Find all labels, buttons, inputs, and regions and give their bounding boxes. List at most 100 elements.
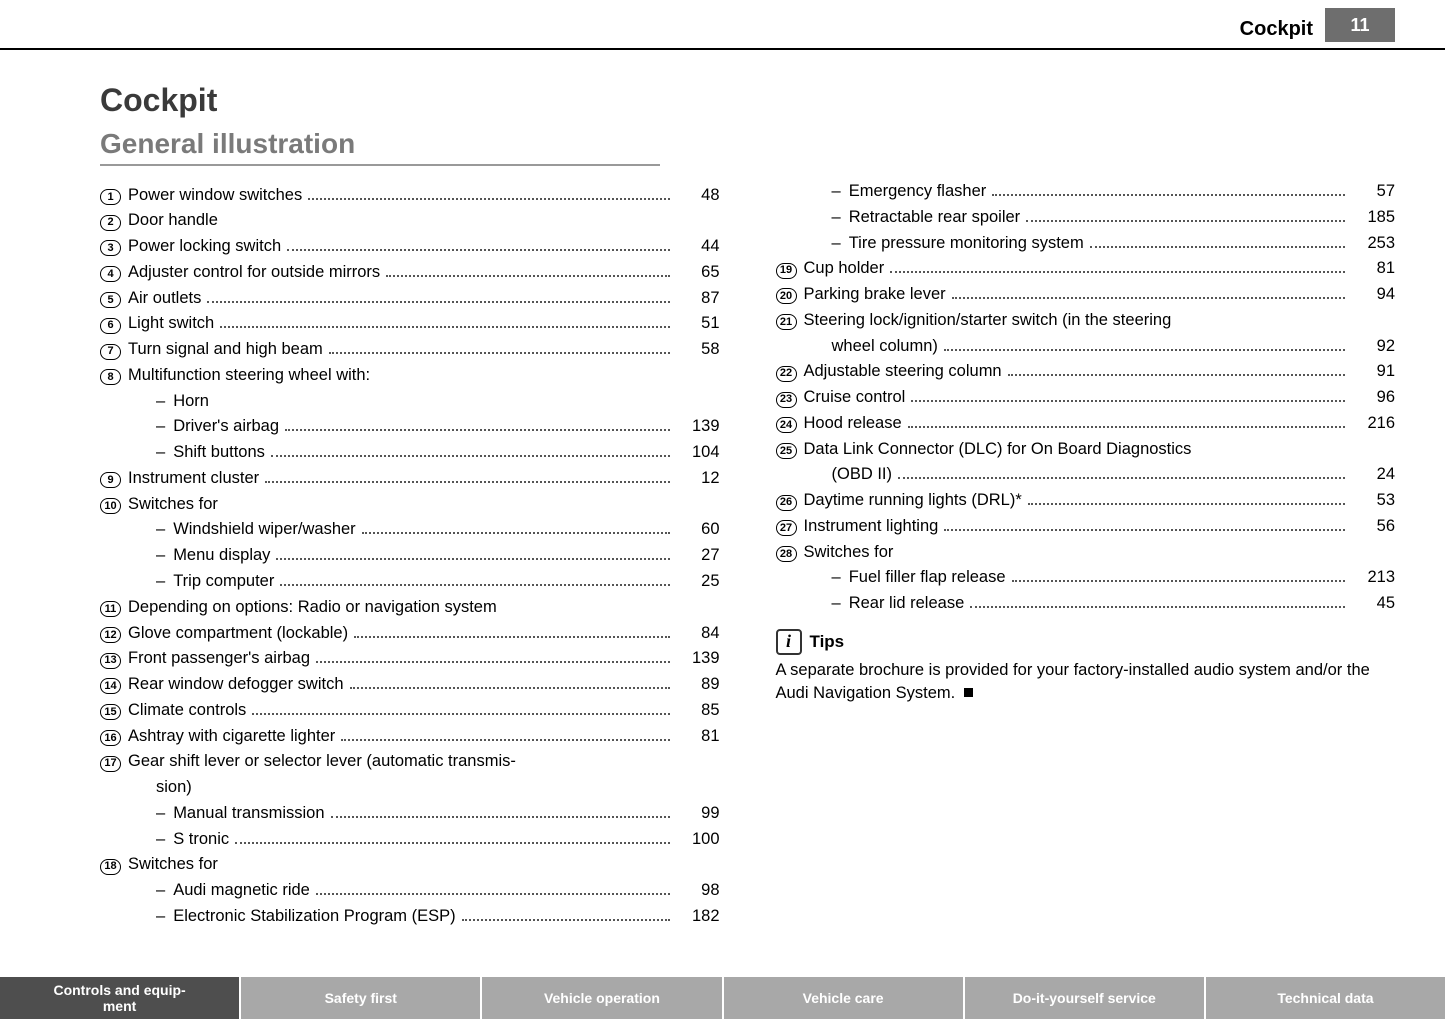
toc-text: Driver's airbag	[173, 415, 279, 437]
toc-label: –Fuel filler flap release	[804, 566, 1352, 588]
toc-number-circle: 25	[776, 443, 797, 459]
toc-text: Light switch	[128, 312, 214, 334]
toc-leader-dots	[329, 343, 670, 355]
toc-leader-dots	[341, 729, 669, 741]
toc-dash: –	[156, 544, 165, 566]
toc-leader-dots	[265, 471, 669, 483]
toc-page-number: 53	[1351, 489, 1395, 511]
toc-line: –S tronic100	[100, 828, 720, 850]
footer-tab[interactable]: Do-it-yourself service	[963, 977, 1204, 1019]
toc-leader-dots	[1028, 494, 1345, 506]
toc-line: 27Instrument lighting56	[776, 515, 1396, 537]
toc-line: 17Gear shift lever or selector lever (au…	[100, 750, 720, 772]
toc-label: Air outlets	[128, 287, 676, 309]
toc-page-number: 99	[676, 802, 720, 824]
toc-leader-dots	[944, 519, 1345, 531]
toc-leader-dots	[1012, 571, 1345, 583]
toc-text: Menu display	[173, 544, 270, 566]
toc-number-circle: 15	[100, 704, 121, 720]
toc-page-number: 81	[676, 725, 720, 747]
toc-text: Horn	[173, 390, 209, 412]
toc-leader-dots	[316, 884, 670, 896]
toc-content: 1Power window switches482Door handle3Pow…	[100, 180, 1395, 939]
toc-label: Door handle	[128, 209, 676, 231]
toc-number-circle: 11	[100, 601, 121, 617]
toc-number-cell: 9	[100, 467, 128, 489]
toc-label: Multifunction steering wheel with:	[128, 364, 676, 386]
toc-line: 22 Adjustable steering column 91	[776, 360, 1396, 382]
toc-label: –Electronic Stabilization Program (ESP)	[128, 905, 676, 927]
toc-number-circle: 5	[100, 292, 121, 308]
page-header: Cockpit 11	[0, 0, 1445, 50]
toc-number-circle: 24	[776, 417, 797, 433]
toc-label: –Rear lid release	[804, 592, 1352, 614]
toc-leader-dots	[898, 468, 1345, 480]
toc-dash: –	[156, 415, 165, 437]
footer-tab[interactable]: Vehicle operation	[480, 977, 721, 1019]
toc-label: Cruise control	[804, 386, 1352, 408]
toc-label: Hood release	[804, 412, 1352, 434]
toc-text: Hood release	[804, 412, 902, 434]
toc-leader-dots	[911, 391, 1345, 403]
toc-line: wheel column)92	[776, 335, 1396, 357]
toc-text: Daytime running lights (DRL)*	[804, 489, 1022, 511]
toc-page-number: 27	[676, 544, 720, 566]
toc-line: 4Adjuster control for outside mirrors65	[100, 261, 720, 283]
toc-dash: –	[156, 879, 165, 901]
toc-label: Switches for	[128, 853, 676, 875]
toc-number-circle: 14	[100, 678, 121, 694]
footer-tab[interactable]: Controls and equip- ment	[0, 977, 239, 1019]
toc-label: wheel column)	[804, 335, 1352, 357]
toc-number-circle: 27	[776, 520, 797, 536]
toc-number-circle: 22	[776, 366, 797, 382]
toc-text: Fuel filler flap release	[849, 566, 1006, 588]
toc-number-circle: 17	[100, 756, 121, 772]
toc-text: Turn signal and high beam	[128, 338, 323, 360]
toc-number-circle: 26	[776, 495, 797, 511]
toc-text: Depending on options: Radio or navigatio…	[128, 596, 497, 618]
footer-tab[interactable]: Vehicle care	[722, 977, 963, 1019]
toc-leader-dots	[235, 832, 669, 844]
toc-line: –Fuel filler flap release213	[776, 566, 1396, 588]
toc-page-number: 45	[1351, 592, 1395, 614]
toc-line: 21Steering lock/ignition/starter switch …	[776, 309, 1396, 331]
toc-label: –S tronic	[128, 828, 676, 850]
toc-line: 6Light switch51	[100, 312, 720, 334]
toc-text: Manual transmission	[173, 802, 324, 824]
toc-label: (OBD II)	[804, 463, 1352, 485]
toc-number-cell: 15	[100, 699, 128, 721]
toc-number-cell: 11	[100, 596, 128, 618]
toc-page-number: 182	[676, 905, 720, 927]
toc-text: Adjustable steering column	[804, 360, 1002, 382]
toc-dash: –	[156, 518, 165, 540]
toc-number-cell: 17	[100, 750, 128, 772]
toc-label: Switches for	[128, 493, 676, 515]
toc-page-number: 139	[676, 647, 720, 669]
toc-number-circle: 9	[100, 472, 121, 488]
toc-label: Switches for	[804, 541, 1352, 563]
toc-number-circle: 7	[100, 344, 121, 360]
toc-page-number: 213	[1351, 566, 1395, 588]
toc-line: 1Power window switches48	[100, 184, 720, 206]
toc-leader-dots	[1026, 210, 1345, 222]
footer-tabs: Controls and equip- mentSafety firstVehi…	[0, 977, 1445, 1019]
toc-leader-dots	[944, 339, 1345, 351]
tips-block: iTipsA separate brochure is provided for…	[776, 629, 1396, 705]
toc-line: sion)	[100, 776, 720, 798]
toc-label: Depending on options: Radio or navigatio…	[128, 596, 676, 618]
toc-dash: –	[832, 206, 841, 228]
toc-leader-dots	[276, 549, 669, 561]
toc-number-circle: 8	[100, 369, 121, 385]
toc-label: Power window switches	[128, 184, 676, 206]
toc-page-number: 25	[676, 570, 720, 592]
toc-page-number: 87	[676, 287, 720, 309]
toc-page-number: 44	[676, 235, 720, 257]
toc-text: Shift buttons	[173, 441, 265, 463]
toc-page-number: 91	[1351, 360, 1395, 382]
footer-tab[interactable]: Technical data	[1204, 977, 1445, 1019]
footer-tab[interactable]: Safety first	[239, 977, 480, 1019]
toc-label: Adjuster control for outside mirrors	[128, 261, 676, 283]
toc-dash: –	[832, 180, 841, 202]
toc-page-number: 94	[1351, 283, 1395, 305]
toc-number-cell: 3	[100, 235, 128, 257]
